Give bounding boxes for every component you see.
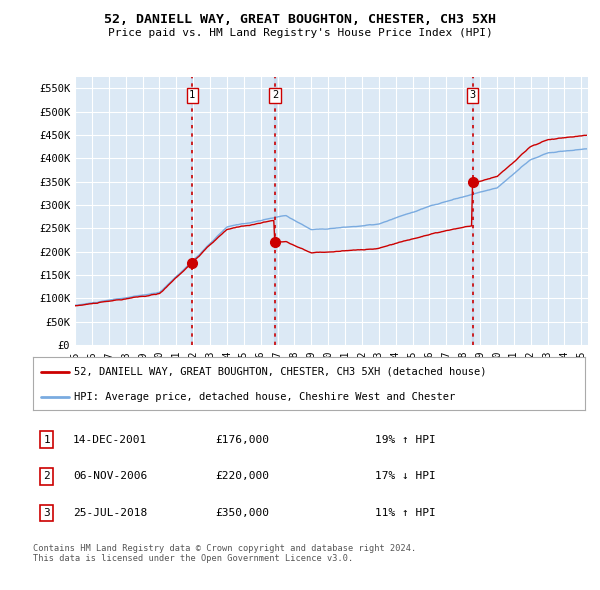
- Text: 1: 1: [189, 90, 196, 100]
- Text: Price paid vs. HM Land Registry's House Price Index (HPI): Price paid vs. HM Land Registry's House …: [107, 28, 493, 38]
- Text: 11% ↑ HPI: 11% ↑ HPI: [375, 508, 436, 518]
- Bar: [472, 77, 473, 345]
- Text: Contains HM Land Registry data © Crown copyright and database right 2024.
This d: Contains HM Land Registry data © Crown c…: [33, 544, 416, 563]
- Text: 14-DEC-2001: 14-DEC-2001: [73, 435, 148, 445]
- Text: 2: 2: [43, 471, 50, 481]
- Text: 17% ↓ HPI: 17% ↓ HPI: [375, 471, 436, 481]
- Text: 3: 3: [469, 90, 476, 100]
- Text: £176,000: £176,000: [216, 435, 270, 445]
- Text: 19% ↑ HPI: 19% ↑ HPI: [375, 435, 436, 445]
- Text: 1: 1: [43, 435, 50, 445]
- Text: 52, DANIELL WAY, GREAT BOUGHTON, CHESTER, CH3 5XH (detached house): 52, DANIELL WAY, GREAT BOUGHTON, CHESTER…: [74, 367, 487, 377]
- Text: 25-JUL-2018: 25-JUL-2018: [73, 508, 148, 518]
- Text: HPI: Average price, detached house, Cheshire West and Chester: HPI: Average price, detached house, Ches…: [74, 392, 455, 402]
- Text: 52, DANIELL WAY, GREAT BOUGHTON, CHESTER, CH3 5XH: 52, DANIELL WAY, GREAT BOUGHTON, CHESTER…: [104, 13, 496, 26]
- Text: 2: 2: [272, 90, 278, 100]
- Text: 3: 3: [43, 508, 50, 518]
- Text: £350,000: £350,000: [216, 508, 270, 518]
- Text: 06-NOV-2006: 06-NOV-2006: [73, 471, 148, 481]
- Bar: [274, 77, 276, 345]
- Bar: [191, 77, 193, 345]
- Text: £220,000: £220,000: [216, 471, 270, 481]
